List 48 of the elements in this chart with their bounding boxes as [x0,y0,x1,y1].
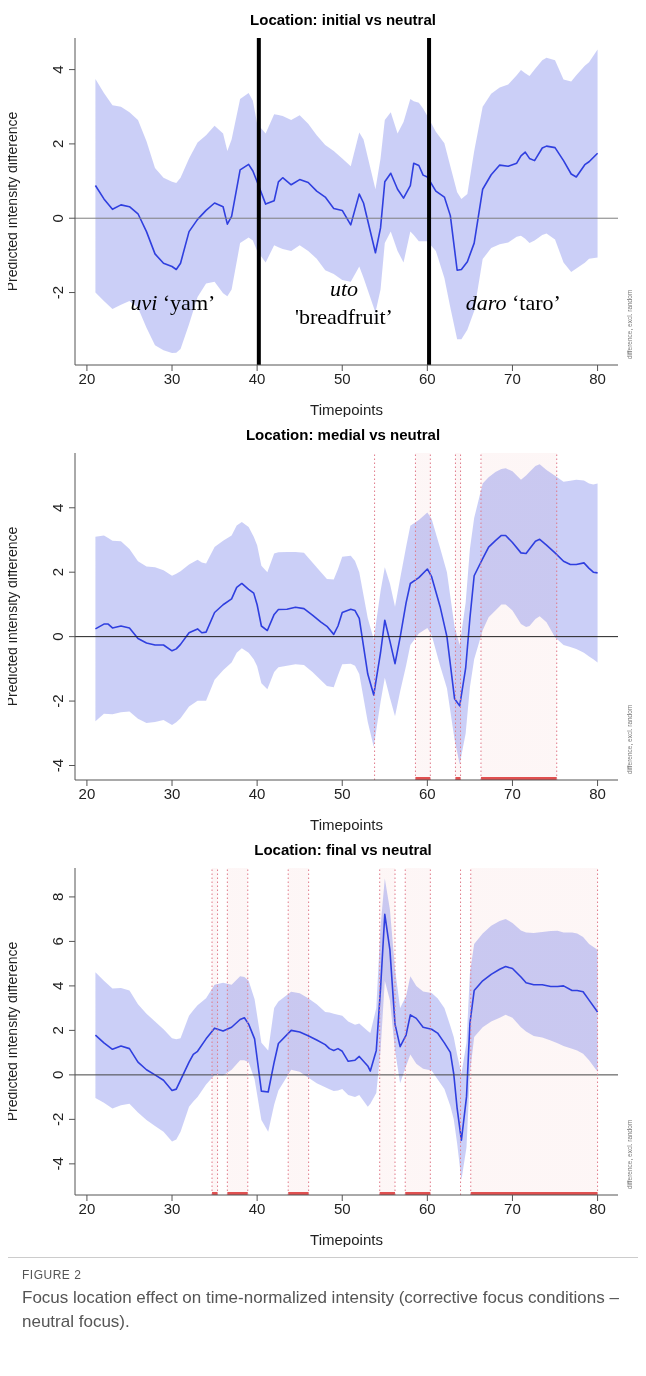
y-tick-label: 2 [49,1026,66,1035]
x-tick-label: 20 [78,784,96,802]
chart-title: Location: medial vs neutral [244,425,442,445]
y-tick-label: -2 [49,694,66,708]
y-tick-label: 6 [49,937,66,946]
annotation: uto 'breadfruit’ [293,275,394,331]
text: Focus location effect on time-normalized intensity (corrective focus conditions – neutral focus). [22,1287,620,1333]
y-tick-label: -4 [49,1157,66,1171]
y-tick-label: 4 [49,981,66,991]
caption: FIGURE 2 [22,1268,83,1282]
line-series [94,534,599,707]
x-tick-label: 70 [504,1199,521,1217]
line-series [94,913,599,1142]
chart-title: Location: initial vs neutral [249,10,437,30]
y-tick-label: 2 [49,139,66,149]
annotation: daro ‘taro’ [464,288,562,317]
x-tick-label: 30 [163,1199,181,1217]
x-tick-label: 50 [333,1199,351,1217]
chart-title: Location: final vs neutral [253,840,433,860]
x-tick-label: 60 [419,369,436,387]
y-tick-label: 4 [49,65,66,74]
x-tick-label: 40 [248,369,266,387]
y-tick-label: 0 [49,632,66,641]
x-tick-label: 70 [504,369,521,387]
y-tick-label: 0 [49,1070,66,1080]
x-tick-label: 60 [419,1199,436,1217]
x-tick-label: 70 [504,784,521,802]
y-tick-label: -4 [49,758,66,773]
x-tick-label: 20 [78,1199,96,1217]
x-tick-label: 50 [333,369,351,387]
y-tick-label: 4 [49,503,66,512]
y-tick-label: 2 [49,568,66,577]
x-tick-label: 80 [589,1199,606,1217]
x-tick-label: 20 [78,369,96,387]
x-tick-label: 50 [333,784,351,802]
y-tick-label: -2 [49,1112,66,1127]
x-tick-label: 30 [163,784,181,802]
x-tick-label: 30 [163,369,181,387]
x-tick-label: 80 [589,369,606,387]
y-tick-label: 8 [49,892,66,902]
y-tick-label: 0 [49,214,66,223]
y-tick-label: -2 [49,285,66,300]
x-tick-label: 80 [589,784,606,802]
annotation: uvi ‘yam’ [130,289,216,315]
x-tick-label: 40 [248,784,266,802]
x-tick-label: 40 [248,1199,266,1217]
line-series [94,145,599,272]
x-tick-label: 60 [419,784,436,802]
